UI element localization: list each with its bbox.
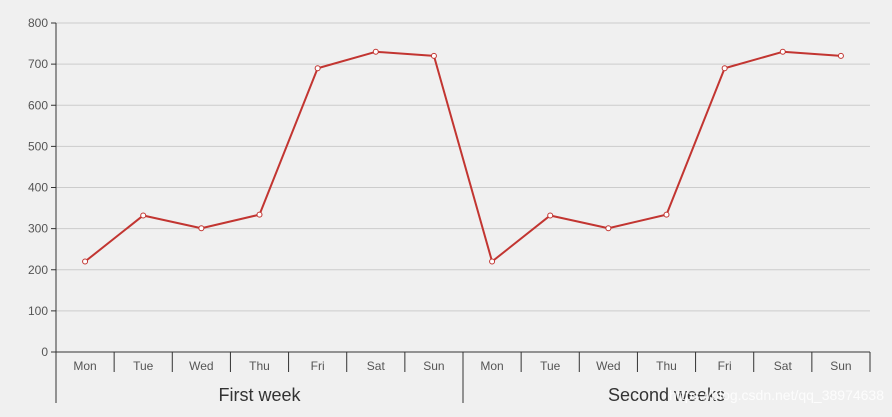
x-tick-label: Wed [596,359,620,373]
data-point [198,225,205,232]
data-point [489,258,496,265]
x-tick-label: Tue [540,359,561,373]
data-point [547,212,554,219]
y-tick-label: 300 [28,222,48,236]
x-tick-label: Fri [718,359,732,373]
gridlines [56,22,870,312]
x-tick-label: Sun [423,359,444,373]
data-point [372,48,379,55]
data-point [605,225,612,232]
y-tick-label: 0 [41,345,48,359]
data-point [82,258,89,265]
data-point [721,65,728,72]
y-tick-label: 500 [28,139,48,153]
x-tick-label: Thu [656,359,677,373]
data-point [140,212,147,219]
data-point [256,211,263,218]
data-point [430,52,437,59]
y-tick-label: 700 [28,57,48,71]
x-tick-label: Wed [189,359,213,373]
watermark-text: https://blog.csdn.net/qq_38974638 [669,387,884,403]
data-point [779,48,786,55]
x-axis: Mon Tue Wed Thu Fri Sat Sun Mon Tue Wed Thu Fri Sat S… [55,351,871,405]
x-tick-label: Fri [311,359,325,373]
x-tick-label: Mon [480,359,503,373]
x-tick-label: Thu [249,359,270,373]
y-tick-label: 600 [28,98,48,112]
data-point [663,211,670,218]
x-tick-label: Tue [133,359,154,373]
y-tick-label: 100 [28,304,48,318]
data-point [314,65,321,72]
y-tick-label: 800 [28,16,48,30]
y-tick-label: 200 [28,263,48,277]
series-layer [82,48,844,265]
y-axis: 0 100 200 300 400 500 600 700 800 [28,16,57,359]
data-point [837,52,844,59]
group-label: First week [218,385,301,405]
x-tick-label: Sat [367,359,386,373]
x-tick-label: Sun [830,359,851,373]
group-label: Second weeks [608,385,725,405]
x-tick-label: Mon [73,359,96,373]
x-tick-label: Sat [774,359,793,373]
y-tick-label: 400 [28,181,48,195]
series-line [84,50,841,263]
